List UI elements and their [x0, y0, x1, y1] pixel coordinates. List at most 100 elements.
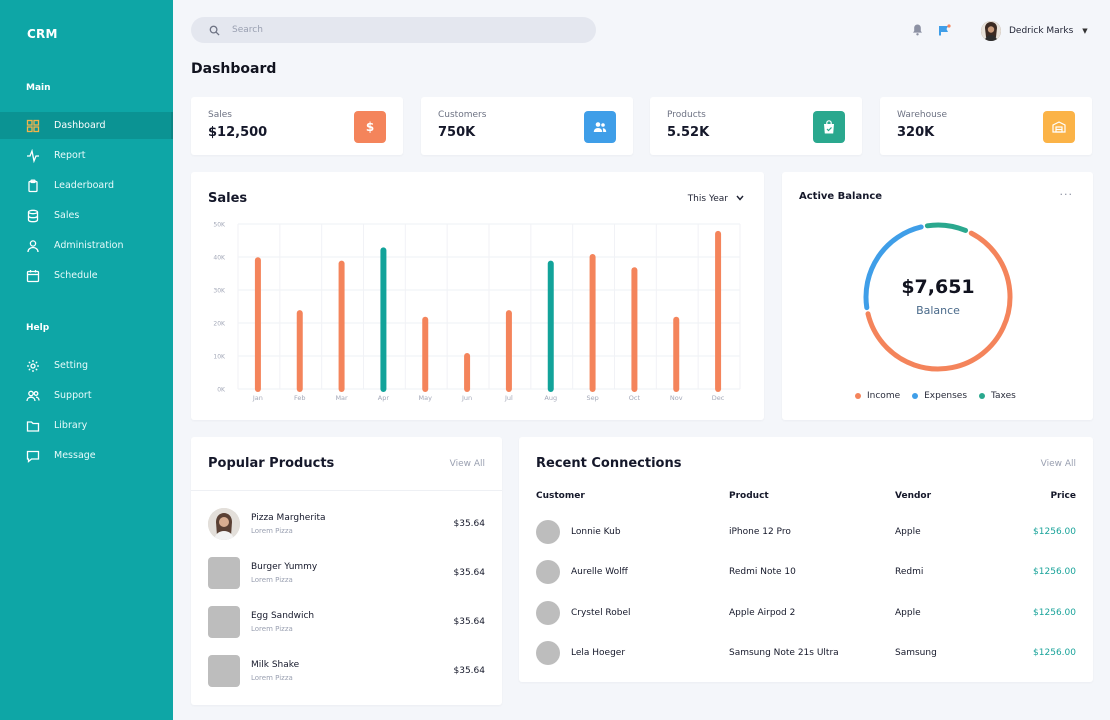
bell-icon[interactable]	[911, 23, 924, 36]
legend-label: Taxes	[991, 391, 1016, 401]
list-item[interactable]: Egg Sandwich Lorem Pizza $35.64	[208, 606, 485, 638]
stat-label: Customers	[438, 110, 487, 120]
dollar-icon: $	[354, 111, 386, 143]
sidebar-item-label: Leaderboard	[54, 180, 115, 191]
x-tick-label: Nov	[670, 394, 683, 402]
folder-icon	[26, 419, 40, 433]
search-bar[interactable]	[191, 17, 596, 43]
sidebar-item-label: Report	[54, 150, 86, 161]
column-header-product[interactable]: Product	[729, 491, 769, 501]
table-row[interactable]: Lonnie Kub iPhone 12 Pro Apple $1256.00	[536, 520, 1076, 544]
legend-dot	[855, 393, 861, 399]
sidebar-item-support[interactable]: Support	[0, 382, 173, 409]
recent-connections-card: Recent Connections View All Customer Pro…	[519, 437, 1093, 682]
stat-card-warehouse[interactable]: Warehouse 320K	[880, 97, 1092, 155]
stat-value: 5.52K	[667, 125, 710, 140]
product-subtitle: Lorem Pizza	[251, 625, 293, 633]
sidebar-item-sales[interactable]: Sales	[0, 202, 173, 229]
period-dropdown[interactable]: This Year	[688, 194, 744, 204]
x-tick-label: Dec	[712, 394, 725, 402]
sidebar-item-report[interactable]: Report	[0, 142, 173, 169]
stat-label: Warehouse	[897, 110, 948, 120]
chevron-down-icon	[736, 194, 744, 204]
column-header-vendor[interactable]: Vendor	[895, 491, 932, 501]
sidebar-item-message[interactable]: Message	[0, 442, 173, 469]
message-icon	[26, 449, 40, 463]
sidebar-item-dashboard[interactable]: Dashboard	[0, 112, 173, 139]
balance-label: Balance	[916, 304, 960, 317]
brand-logo[interactable]: CRM	[27, 27, 58, 41]
stat-card-products[interactable]: Products 5.52K	[650, 97, 862, 155]
customer-name: Lonnie Kub	[571, 527, 621, 537]
vendor-name: Apple	[895, 608, 921, 618]
table-row[interactable]: Lela Hoeger Samsung Note 21s Ultra Samsu…	[536, 641, 1076, 665]
search-input[interactable]	[232, 25, 572, 35]
column-header-customer[interactable]: Customer	[536, 491, 585, 501]
flag-icon[interactable]	[938, 23, 951, 36]
x-tick-label: Jun	[461, 394, 472, 402]
x-tick-label: Sep	[586, 394, 598, 402]
active-balance-card: Active Balance ··· $7,651 Balance Income…	[782, 172, 1093, 420]
calendar-icon	[26, 269, 40, 283]
sidebar-item-library[interactable]: Library	[0, 412, 173, 439]
more-options-icon[interactable]: ···	[1059, 188, 1073, 201]
table-row[interactable]: Crystel Robel Apple Airpod 2 Apple $1256…	[536, 601, 1076, 625]
balance-title: Active Balance	[799, 191, 883, 202]
sidebar-item-label: Message	[54, 450, 96, 461]
shopping-bag-icon	[813, 111, 845, 143]
table-row[interactable]: Aurelle Wolff Redmi Note 10 Redmi $1256.…	[536, 560, 1076, 584]
product-image	[208, 557, 240, 589]
donut-segment-income[interactable]	[865, 230, 1013, 372]
y-tick-label: 20K	[213, 321, 226, 328]
stat-value: 320K	[897, 125, 935, 140]
list-item[interactable]: Pizza Margherita Lorem Pizza $35.64	[208, 508, 485, 540]
sidebar-item-label: Sales	[54, 210, 80, 221]
users-icon	[26, 389, 40, 403]
active-indicator	[171, 112, 173, 139]
product-price: $35.64	[453, 666, 486, 676]
y-tick-label: 30K	[213, 288, 226, 295]
donut-segment-taxes[interactable]	[924, 222, 969, 233]
donut-segment-expenses[interactable]	[863, 224, 924, 311]
legend-item-taxes: Taxes	[979, 391, 1016, 401]
popular-products-title: Popular Products	[208, 456, 335, 471]
vendor-name: Apple	[895, 527, 921, 537]
stat-value: $12,500	[208, 125, 268, 140]
stat-value: 750K	[438, 125, 476, 140]
product-price: $35.64	[453, 519, 486, 529]
sidebar: CRM Main Dashboard Report Leaderboard Sa…	[0, 0, 173, 720]
stat-label: Products	[667, 110, 706, 120]
view-all-link[interactable]: View All	[1040, 459, 1076, 469]
legend-label: Expenses	[924, 391, 968, 401]
x-tick-label: Jul	[504, 394, 513, 402]
legend-item-expenses: Expenses	[912, 391, 967, 401]
avatar	[536, 520, 560, 544]
page-title: Dashboard	[191, 61, 277, 77]
user-icon	[26, 239, 40, 253]
sidebar-item-label: Setting	[54, 360, 89, 371]
stat-card-customers[interactable]: Customers 750K	[421, 97, 633, 155]
divider	[191, 490, 502, 491]
list-item[interactable]: Burger Yummy Lorem Pizza $35.64	[208, 557, 485, 589]
x-tick-label: May	[419, 394, 433, 402]
sidebar-item-leaderboard[interactable]: Leaderboard	[0, 172, 173, 199]
sidebar-item-administration[interactable]: Administration	[0, 232, 173, 259]
sidebar-item-setting[interactable]: Setting	[0, 352, 173, 379]
gear-icon	[26, 359, 40, 373]
list-item[interactable]: Milk Shake Lorem Pizza $35.64	[208, 655, 485, 687]
customer-name: Aurelle Wolff	[571, 567, 628, 577]
view-all-link[interactable]: View All	[449, 459, 485, 469]
price-value: $1256.00	[1033, 608, 1076, 618]
product-image	[208, 508, 240, 540]
x-tick-label: Oct	[629, 394, 641, 402]
sidebar-item-schedule[interactable]: Schedule	[0, 262, 173, 289]
product-name: iPhone 12 Pro	[729, 527, 791, 537]
product-name: Egg Sandwich	[251, 611, 315, 621]
stat-card-sales[interactable]: Sales $12,500 $	[191, 97, 403, 155]
balance-legend: Income Expenses Taxes	[855, 391, 1016, 401]
y-tick-label: 0K	[217, 387, 226, 394]
y-tick-label: 10K	[213, 354, 226, 361]
balance-donut: $7,651 Balance	[860, 219, 1016, 375]
column-header-price[interactable]: Price	[1050, 491, 1076, 501]
user-menu[interactable]: Dedrick Marks ▼	[981, 20, 1088, 42]
